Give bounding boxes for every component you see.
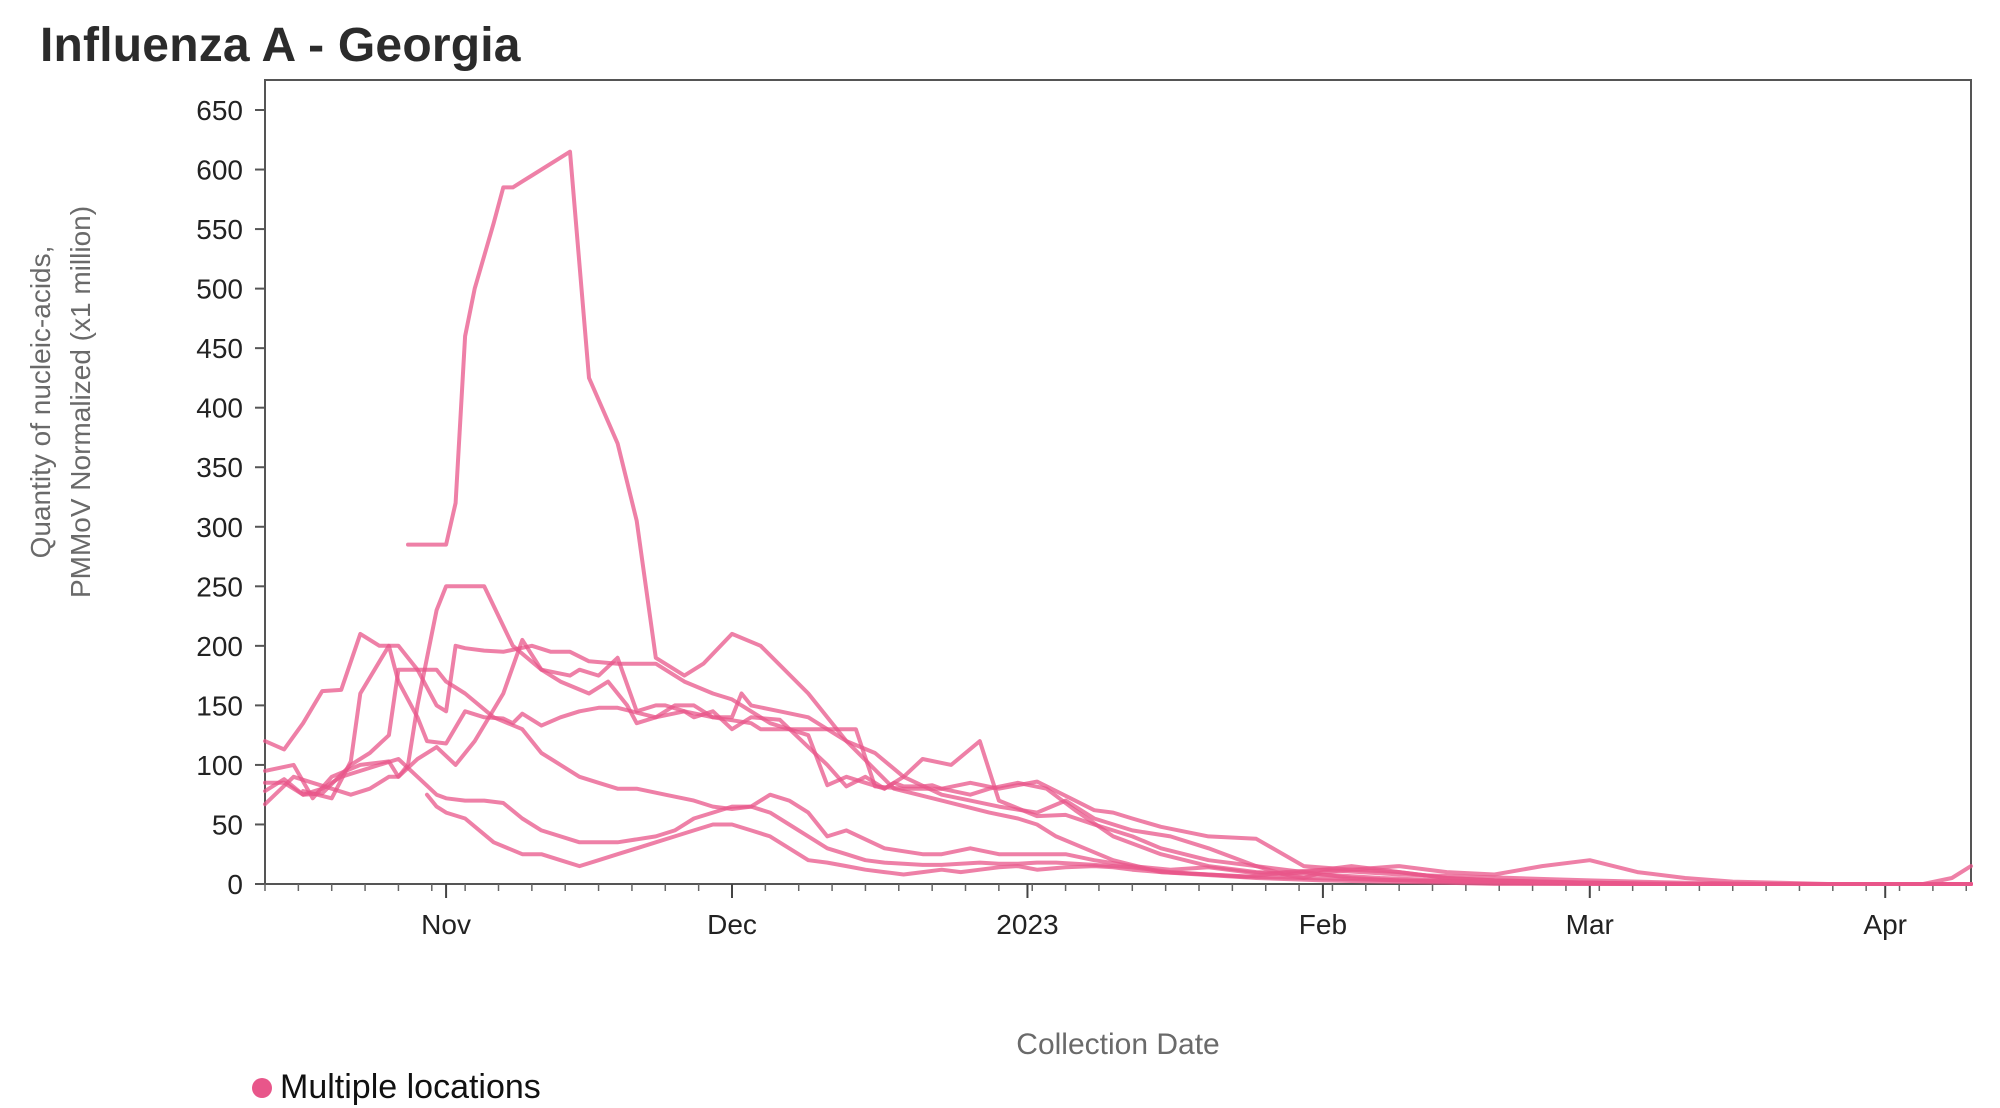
y-tick-label: 500 (196, 274, 243, 305)
series-line-8 (263, 757, 1973, 886)
x-tick-label: Apr (1863, 909, 1907, 940)
y-tick-label: 200 (196, 631, 243, 662)
series-line-6 (263, 667, 1973, 886)
series-line-5 (263, 637, 1973, 886)
series-line-3 (263, 631, 1973, 886)
series-line-4 (263, 584, 1973, 886)
x-axis: Nov Dec 2023 Feb Mar Apr (264, 884, 1967, 940)
y-tick-label: 550 (196, 214, 243, 245)
series-line-1 (406, 149, 1973, 886)
y-axis-label-line1: Quantity of nucleic-acids, (25, 246, 56, 559)
x-axis-label: Collection Date (1016, 1028, 1219, 1061)
series-line-2 (301, 643, 1973, 886)
plot-frame (264, 79, 1972, 885)
y-tick-label: 450 (196, 333, 243, 364)
x-tick-label: Mar (1566, 909, 1614, 940)
y-tick-label: 400 (196, 393, 243, 424)
series-lines (263, 149, 1973, 886)
series-line-7 (425, 792, 1973, 886)
x-tick-label: Dec (707, 909, 757, 940)
x-tick-label: Feb (1299, 909, 1347, 940)
chart-title: Influenza A - Georgia (40, 19, 521, 72)
x-tick-label: Nov (421, 909, 471, 940)
x-tick-label: 2023 (996, 909, 1058, 940)
y-tick-label: 150 (196, 690, 243, 721)
legend-label: Multiple locations (280, 1068, 541, 1106)
y-axis: 0 50 100 150 200 250 300 350 400 450 500 550 600 650 (196, 95, 265, 900)
y-tick-label: 0 (227, 869, 243, 900)
legend: Multiple locations (252, 1068, 541, 1107)
legend-marker (252, 1077, 272, 1098)
y-axis-label-line2: PMMoV Normalized (x1 million) (65, 206, 96, 598)
y-tick-label: 100 (196, 750, 243, 781)
y-tick-label: 50 (212, 809, 243, 840)
y-tick-label: 350 (196, 452, 243, 483)
y-tick-label: 300 (196, 512, 243, 543)
y-tick-label: 600 (196, 155, 243, 186)
y-tick-label: 250 (196, 571, 243, 602)
y-tick-label: 650 (196, 95, 243, 126)
